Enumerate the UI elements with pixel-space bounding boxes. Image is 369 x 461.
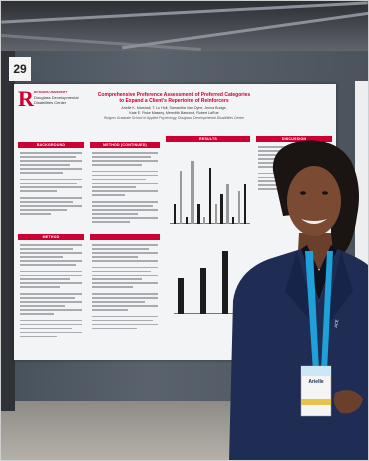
- chart-bar: [222, 251, 228, 314]
- chart-bar: [178, 277, 184, 314]
- poster-title-line-2: to Expand a Client's Repertoire of Reinf…: [119, 98, 229, 104]
- procedure-text: [92, 244, 158, 332]
- chart-bar: [191, 161, 194, 224]
- section-method-continued: METHOD (CONTINUED): [90, 142, 160, 148]
- method-text: [20, 244, 82, 339]
- chart-bar: [232, 217, 235, 224]
- method-continued-text: [92, 152, 158, 225]
- section-results: RESULTS: [166, 136, 250, 142]
- ceiling: [1, 1, 368, 59]
- smile: [301, 219, 327, 224]
- results-bar-chart-1: [170, 154, 250, 224]
- badge-name: Arielle: [308, 379, 324, 385]
- background-text: [20, 152, 82, 217]
- poster-title: Comprehensive Preference Assessment of P…: [84, 92, 264, 104]
- chart-bar: [208, 167, 212, 224]
- section-method: METHOD: [18, 234, 84, 240]
- chart-axis: [174, 313, 244, 314]
- chart-bar: [226, 184, 229, 224]
- booth-post: [1, 51, 15, 411]
- face: [287, 166, 341, 236]
- chart-bar: [185, 217, 188, 224]
- logo-line-2: Douglass Developmental: [34, 95, 79, 100]
- logo-line-3: Disabilities Center: [34, 100, 67, 105]
- hand: [333, 390, 363, 414]
- chart-bar: [174, 204, 177, 224]
- chart-bar: [237, 191, 241, 224]
- section-discussion: DISCUSSION: [256, 136, 332, 142]
- logo-letter: R: [18, 86, 34, 111]
- chart-bar: [203, 217, 206, 224]
- poster-affiliation: Rutgers Graduate School of Applied Psych…: [103, 116, 245, 120]
- logo-line-1: RUTGERS UNIVERSITY: [34, 90, 68, 94]
- authors-line-1: Arielle K. Marshall, T. Lu Holt, Samanth…: [121, 106, 227, 110]
- lanyard: [305, 251, 319, 371]
- authors-line-2: Kate E. Fiske Massey, Meredith Bamond, R…: [129, 110, 219, 115]
- chart-bar: [220, 194, 223, 224]
- chart-bar: [243, 184, 246, 224]
- section-background: BACKGROUND: [18, 142, 84, 148]
- research-poster: R RUTGERS UNIVERSITY Douglass Developmen…: [14, 84, 336, 360]
- chart-bar: [200, 267, 206, 314]
- results-bar-chart-2: [174, 244, 244, 314]
- university-logo: R RUTGERS UNIVERSITY Douglass Developmen…: [18, 88, 108, 114]
- chart-bar: [179, 171, 183, 224]
- booth-number: 29: [9, 57, 31, 81]
- section-procedure: [90, 234, 160, 240]
- poster-title-line-1: Comprehensive Preference Assessment of P…: [97, 92, 251, 98]
- chart-bar: [214, 204, 217, 224]
- poster-authors: Arielle K. Marshall, T. Lu Holt, Samanth…: [84, 106, 264, 115]
- chart-bar: [197, 204, 200, 224]
